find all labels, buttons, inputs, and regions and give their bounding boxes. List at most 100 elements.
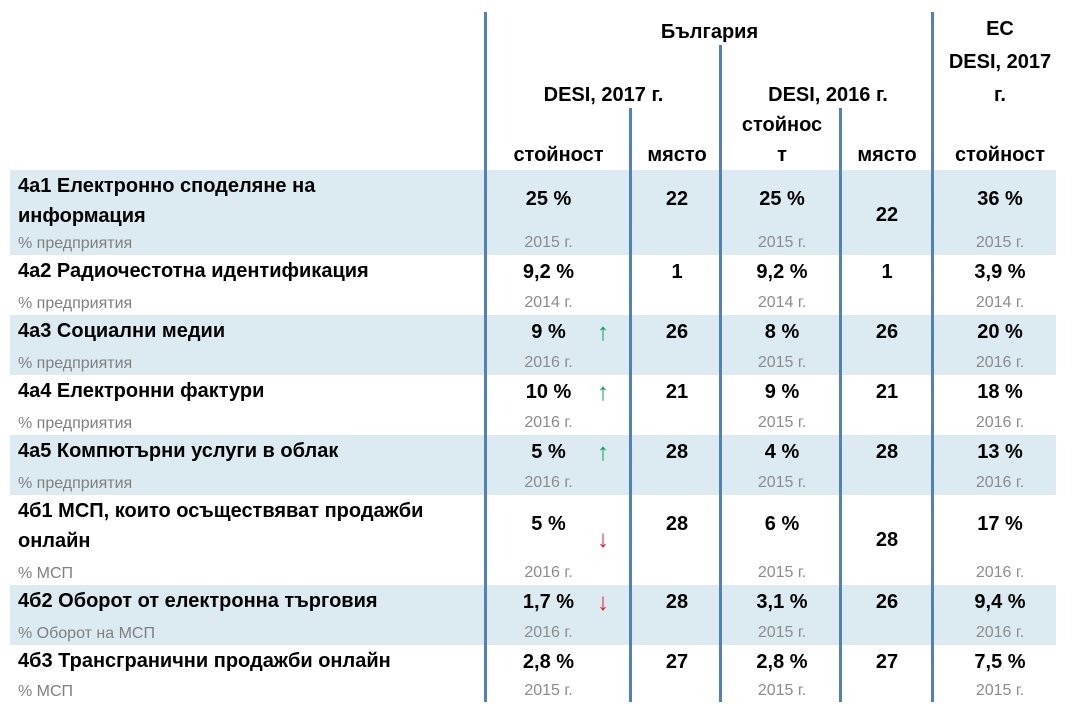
bg2016-year: 2015 г. <box>757 474 807 491</box>
row-label: 4а2 Радиочестотна идентификация <box>18 260 369 282</box>
table-row: 4б2 Оборот от електронна търговия % Оборо… <box>10 585 1056 645</box>
bg2017-rank: 21 <box>665 381 689 403</box>
bg2017-value: 9,2 % <box>522 261 575 283</box>
bg2016-year: 2014 г. <box>757 294 807 311</box>
bg2017-value: 25 % <box>525 188 572 210</box>
eu-value: 3,9 % <box>974 261 1026 283</box>
header-rank-2017: място <box>647 144 707 166</box>
divider-eu-left <box>931 12 934 702</box>
down-arrow-icon: ↓ <box>597 526 609 553</box>
row-label: 4а1 Електронно споделяне на <box>18 175 316 197</box>
bg2016-value: 2,8 % <box>756 651 808 673</box>
bg2016-year: 2015 г. <box>757 234 807 251</box>
bg2016-rank: 1 <box>881 261 893 283</box>
eu-value: 20 % <box>977 321 1023 343</box>
bg2017-value: 5 % <box>531 513 566 535</box>
bg2017-year: 2016 г. <box>524 624 573 641</box>
bg2016-year: 2015 г. <box>757 564 807 581</box>
bg2017-year: 2016 г. <box>524 414 573 431</box>
bg2017-year: 2016 г. <box>524 354 573 371</box>
bg2016-value: 3,1 % <box>756 591 808 613</box>
row-label: 4б3 Трансгранични продажби онлайн <box>18 650 391 672</box>
header-desi-2016: DESI, 2016 г. <box>768 84 888 106</box>
bg2017-rank: 28 <box>665 513 689 535</box>
bg2016-rank: 27 <box>875 651 899 673</box>
header-desi-2017: DESI, 2017 г. <box>543 84 664 106</box>
table-row: 4а4 Електронни фактури % предприятия 10 % 2… <box>10 375 1056 435</box>
header-eu-line2: DESI, 2017 <box>948 51 1052 73</box>
row-unit: % МСП <box>18 565 74 582</box>
row-unit: % предприятия <box>18 295 133 312</box>
row-unit: % предприятия <box>18 475 133 492</box>
bg2016-rank: 26 <box>875 591 899 613</box>
divider-2017-rank <box>629 108 632 702</box>
eu-year: 2014 г. <box>975 294 1025 311</box>
bg2016-year: 2015 г. <box>757 624 807 641</box>
up-arrow-icon: ↑ <box>597 439 609 466</box>
table-row: 4а3 Социални медии % предприятия 9 % 2016 г… <box>10 315 1056 375</box>
bg2017-rank: 26 <box>665 321 689 343</box>
bg2016-rank: 22 <box>875 204 899 226</box>
eu-value: 36 % <box>977 188 1023 210</box>
bg2017-value: 1,7 % <box>522 591 575 613</box>
row-label-line2: онлайн <box>18 530 91 552</box>
divider-bulgaria-left <box>484 12 487 702</box>
bg2017-year: 2015 г. <box>524 682 573 699</box>
bg2017-year: 2016 г. <box>524 474 573 491</box>
bg2016-rank: 28 <box>875 529 899 551</box>
table-row: 4б1 МСП, които осъществяват продажби % МС… <box>10 495 1056 585</box>
divider-2016-rank <box>839 108 842 702</box>
eu-year: 2016 г. <box>975 414 1025 431</box>
bg2016-year: 2015 г. <box>757 414 807 431</box>
bg2017-value: 2,8 % <box>522 651 575 673</box>
bg2016-year: 2015 г. <box>757 354 807 371</box>
eu-year: 2015 г. <box>975 682 1025 699</box>
bg2017-year: 2015 г. <box>524 234 573 251</box>
bg2017-year: 2014 г. <box>524 294 573 311</box>
eu-value: 7,5 % <box>974 651 1026 673</box>
bg2017-value: 5 % <box>531 441 566 463</box>
bg2017-rank: 28 <box>665 441 689 463</box>
eu-value: 9,4 % <box>974 591 1026 613</box>
bg2016-value: 9,2 % <box>756 261 808 283</box>
bg2017-value: 10 % <box>525 381 572 403</box>
header-eu-line1: ЕС <box>986 18 1014 40</box>
eu-year: 2016 г. <box>975 354 1025 371</box>
up-arrow-icon: ↑ <box>597 319 609 346</box>
bg2016-value: 6 % <box>764 513 800 535</box>
bg2016-value: 9 % <box>764 381 800 403</box>
bg2016-year: 2015 г. <box>757 682 807 699</box>
header-rank-2016: място <box>857 144 917 166</box>
table-row: 4а2 Радиочестотна идентификация % предпри… <box>10 255 1056 315</box>
table-row: 4б3 Трансгранични продажби онлайн % МСП 2,… <box>10 645 1056 703</box>
row-unit: % предприятия <box>18 355 133 372</box>
header-bulgaria: България <box>660 21 759 43</box>
eu-value: 17 % <box>977 513 1023 535</box>
row-label-line2: информация <box>18 205 146 227</box>
bg2016-rank: 28 <box>875 441 899 463</box>
eu-year: 2015 г. <box>975 234 1025 251</box>
row-unit: % предприятия <box>18 235 133 252</box>
row-unit: % Оборот на МСП <box>18 625 155 642</box>
row-label: 4а3 Социални медии <box>18 320 226 342</box>
bg2016-value: 25 % <box>759 188 805 210</box>
row-unit: % предприятия <box>18 415 133 432</box>
header-value-2017: стойност <box>513 144 604 166</box>
row-label: 4а5 Компютърни услуги в облак <box>18 440 339 462</box>
bg2017-rank: 27 <box>665 651 689 673</box>
header-eu-line3: г. <box>994 84 1006 106</box>
table-row: 4а1 Електронно споделяне на % предприятия… <box>10 170 1056 255</box>
table-row: 4а5 Компютърни услуги в облак % предприят… <box>10 435 1056 495</box>
bg2017-year: 2016 г. <box>524 564 573 581</box>
bg2016-value: 4 % <box>764 441 800 463</box>
header-value-eu: стойност <box>954 144 1046 166</box>
eu-year: 2016 г. <box>975 564 1025 581</box>
eu-value: 18 % <box>977 381 1023 403</box>
eu-year: 2016 г. <box>975 624 1025 641</box>
down-arrow-icon: ↓ <box>597 589 609 616</box>
bg2017-value: 9 % <box>531 321 566 343</box>
divider-2016-start <box>719 45 722 702</box>
bg2017-rank: 22 <box>665 188 689 210</box>
row-label: 4б2 Оборот от електронна търговия <box>18 590 378 612</box>
eu-year: 2016 г. <box>975 474 1025 491</box>
